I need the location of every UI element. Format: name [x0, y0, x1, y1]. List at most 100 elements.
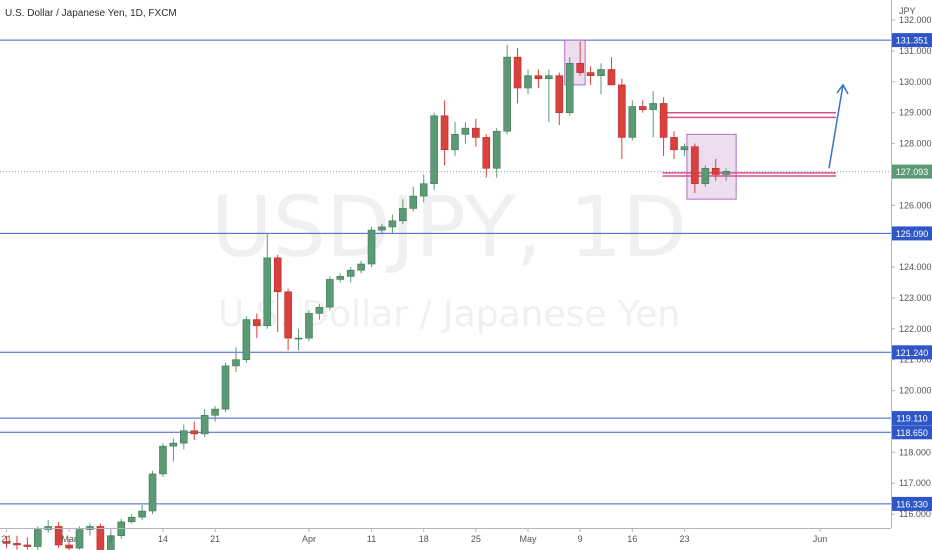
- candle[interactable]: [472, 118, 480, 147]
- projection-arrow-shaft[interactable]: [828, 84, 844, 169]
- candle-body: [659, 103, 668, 138]
- candle[interactable]: [440, 100, 449, 166]
- time-tick-label: Apr: [302, 534, 316, 544]
- candle[interactable]: [503, 44, 511, 135]
- candle-body: [75, 529, 84, 549]
- candle[interactable]: [138, 504, 146, 521]
- candle-body: [33, 529, 42, 547]
- candle[interactable]: [294, 328, 303, 351]
- candle-body: [503, 56, 511, 132]
- candle-body: [13, 543, 21, 546]
- candle[interactable]: [680, 143, 689, 156]
- candle[interactable]: [253, 313, 261, 339]
- candle-body: [451, 134, 459, 151]
- candle-body: [357, 263, 365, 271]
- candle[interactable]: [586, 66, 595, 85]
- candle[interactable]: [701, 165, 710, 187]
- candle[interactable]: [305, 310, 313, 342]
- candle[interactable]: [273, 254, 282, 332]
- candle-body: [586, 72, 595, 76]
- candle[interactable]: [127, 514, 136, 524]
- candle[interactable]: [430, 112, 438, 190]
- candle[interactable]: [409, 186, 418, 212]
- candle[interactable]: [513, 47, 522, 104]
- candle-body: [253, 319, 261, 327]
- candle[interactable]: [180, 424, 188, 450]
- candle[interactable]: [451, 121, 459, 156]
- candle[interactable]: [232, 347, 240, 373]
- candle[interactable]: [461, 121, 470, 144]
- candle[interactable]: [326, 276, 334, 311]
- watermark-name: U.S. Dollar / Japanese Yen: [218, 294, 680, 335]
- price-badges: 131.351 125.090 121.240 119.110 118.650 116.3…: [892, 33, 932, 511]
- candle[interactable]: [419, 174, 428, 203]
- time-tick-label: 9: [578, 534, 583, 544]
- candle[interactable]: [346, 267, 355, 283]
- time-axis[interactable]: 21 Mar 7 14 21 Apr 11 18 25 May 9 16 23 Jun: [1, 528, 827, 544]
- candle[interactable]: [190, 421, 199, 440]
- candle[interactable]: [211, 406, 219, 422]
- candle[interactable]: [2, 535, 11, 549]
- candle[interactable]: [263, 233, 272, 329]
- level-badge: [892, 411, 932, 426]
- candle[interactable]: [169, 438, 178, 462]
- candle-body: [680, 146, 689, 151]
- candle[interactable]: [65, 538, 73, 550]
- candle[interactable]: [200, 409, 209, 437]
- candle[interactable]: [711, 159, 720, 181]
- candle[interactable]: [284, 288, 292, 351]
- candle-body: [65, 544, 73, 549]
- candle[interactable]: [75, 526, 84, 550]
- candle[interactable]: [607, 57, 616, 86]
- candle[interactable]: [597, 63, 605, 95]
- price-tick-label: 123.000: [899, 293, 932, 303]
- candle-body: [294, 337, 303, 340]
- level-badge: [892, 226, 932, 241]
- candle[interactable]: [315, 304, 324, 320]
- candle-body: [148, 473, 157, 512]
- candle[interactable]: [524, 69, 532, 95]
- price-tick-label: 128.000: [899, 139, 932, 149]
- candle[interactable]: [96, 523, 105, 550]
- candle[interactable]: [565, 57, 574, 116]
- candle[interactable]: [367, 226, 376, 268]
- candle[interactable]: [545, 69, 553, 122]
- candle[interactable]: [628, 100, 637, 141]
- price-tick-label: 129.000: [899, 108, 932, 118]
- candle[interactable]: [357, 260, 365, 274]
- candle[interactable]: [618, 78, 626, 160]
- candle[interactable]: [54, 521, 63, 549]
- candle[interactable]: [107, 529, 115, 550]
- price-tick-label: 124.000: [899, 262, 932, 272]
- candle[interactable]: [33, 526, 42, 550]
- candle-body: [430, 115, 438, 185]
- candle-body: [628, 106, 637, 138]
- candle[interactable]: [159, 443, 167, 478]
- candle[interactable]: [482, 134, 491, 178]
- candle[interactable]: [242, 316, 251, 363]
- candle[interactable]: [649, 91, 657, 138]
- candle-body: [242, 319, 251, 361]
- chart-title: U.S. Dollar / Japanese Yen, 1D, FXCM: [5, 8, 177, 19]
- candle[interactable]: [148, 470, 157, 515]
- time-tick-label: 25: [471, 534, 481, 544]
- candle[interactable]: [670, 131, 678, 160]
- candle[interactable]: [13, 535, 21, 550]
- candle[interactable]: [555, 72, 564, 126]
- level-badge-label: 118.650: [896, 428, 928, 438]
- candle[interactable]: [378, 223, 386, 234]
- candle[interactable]: [23, 537, 32, 550]
- last-price-badge: [892, 164, 932, 179]
- candle[interactable]: [638, 100, 647, 113]
- candle[interactable]: [492, 128, 501, 178]
- candle[interactable]: [336, 273, 345, 283]
- candle[interactable]: [576, 41, 584, 76]
- candle[interactable]: [722, 168, 730, 181]
- candle[interactable]: [221, 362, 230, 413]
- candle[interactable]: [691, 143, 699, 193]
- candle[interactable]: [659, 97, 668, 156]
- candle-body: [555, 75, 564, 114]
- candle[interactable]: [399, 199, 407, 224]
- candle[interactable]: [534, 69, 543, 88]
- candle[interactable]: [388, 214, 397, 234]
